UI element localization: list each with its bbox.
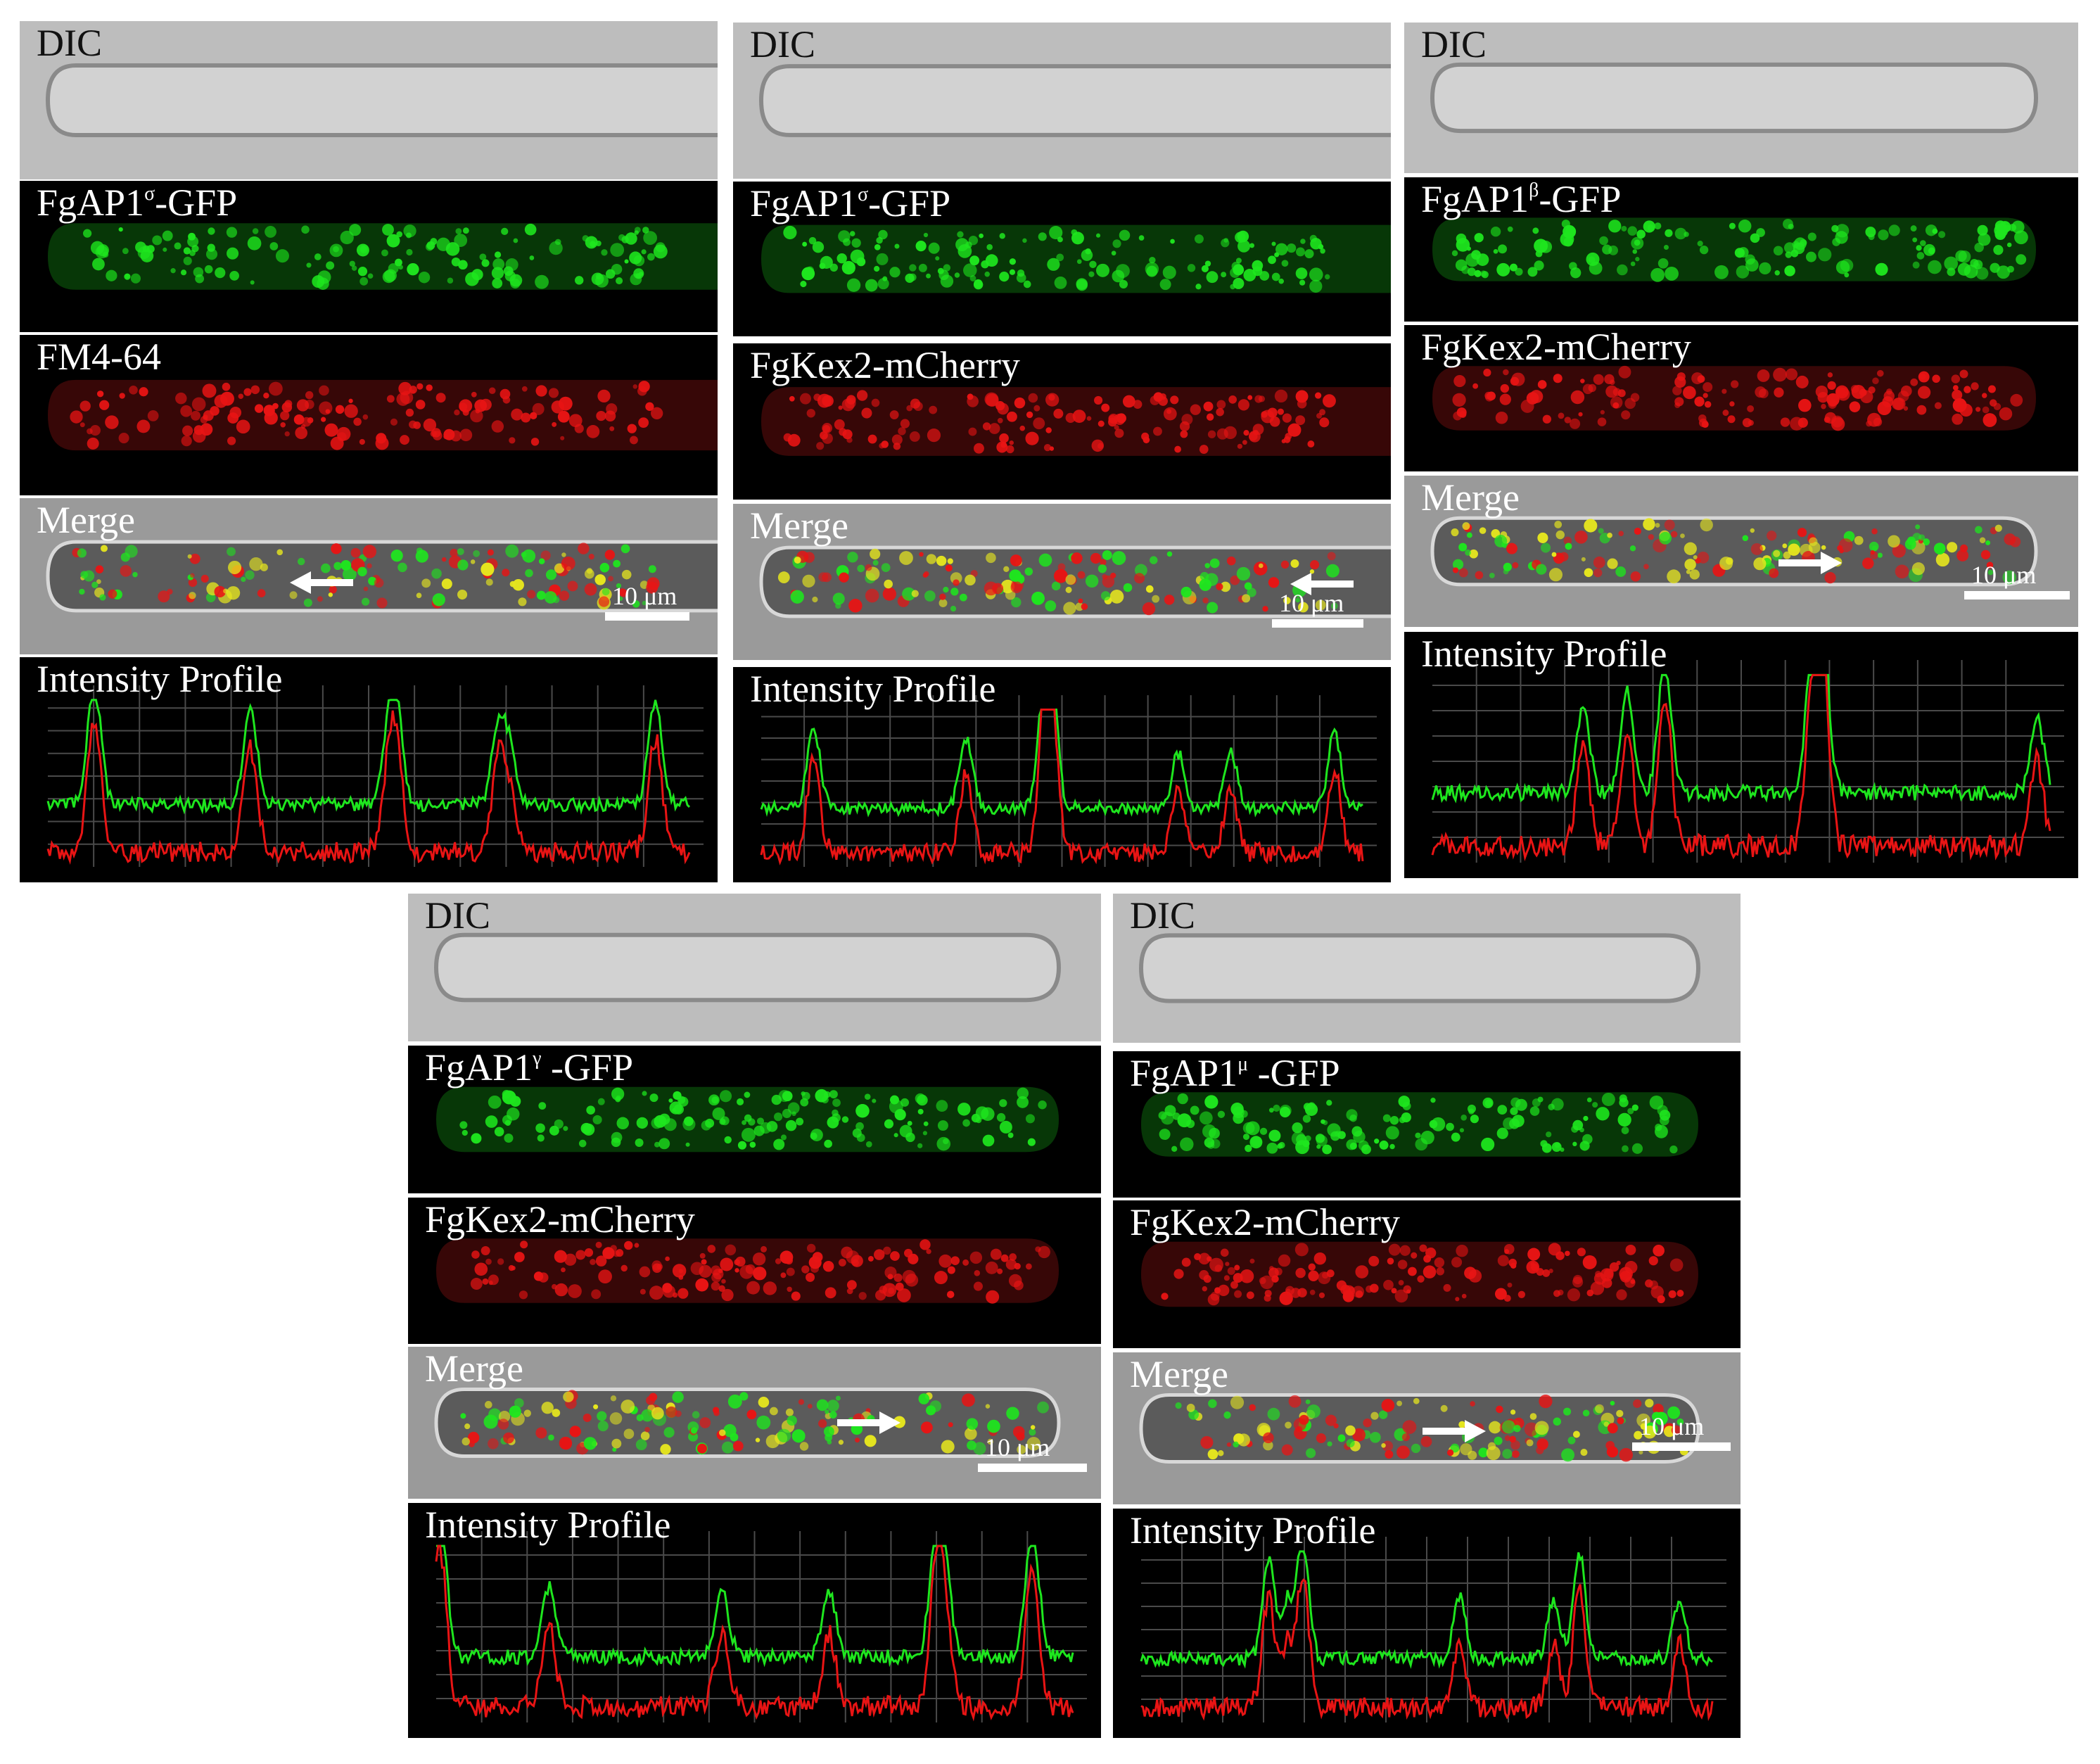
intensity-profile-label: Intensity Profile bbox=[750, 668, 996, 710]
merge-panel: Merge bbox=[20, 498, 718, 654]
gfp-label: FgAP1μ -GFP bbox=[1130, 1054, 1340, 1092]
gfp-panel: FgAP1β-GFP bbox=[1404, 177, 2078, 322]
scale-bar-label: 10 μm bbox=[985, 1433, 1050, 1461]
gfp-panel: FgAP1γ -GFP bbox=[408, 1046, 1101, 1193]
red-panel: FgKex2-mCherry bbox=[733, 343, 1391, 500]
red-intensity-trace bbox=[1431, 673, 2051, 862]
profile-panel: Intensity Profile bbox=[733, 667, 1391, 882]
scale-bar-line bbox=[1632, 1442, 1731, 1451]
gfp-suffix: -GFP bbox=[1248, 1052, 1340, 1094]
gfp-intensity-trace bbox=[46, 699, 691, 816]
red-panel: FM4-64 bbox=[20, 335, 718, 495]
merge-panel: Merge bbox=[733, 504, 1391, 660]
gfp-subunit: σ bbox=[858, 184, 869, 205]
red-panel: FgKex2-mCherry bbox=[408, 1198, 1101, 1344]
hypha-outline bbox=[1430, 62, 2039, 134]
scale-bar-label: 10 μm bbox=[612, 582, 677, 610]
hypha-outline bbox=[758, 64, 1391, 137]
gfp-panel: FgAP1μ -GFP bbox=[1113, 1051, 1741, 1198]
panel-column-3: DIC FgAP1β-GFP FgKex2-mCherry Merge Intensit… bbox=[1404, 0, 2078, 1764]
intensity-profile-label: Intensity Profile bbox=[1130, 1509, 1376, 1552]
hypha-outline bbox=[45, 63, 718, 137]
dic-label: DIC bbox=[1130, 894, 1195, 937]
gfp-label: FgAP1σ-GFP bbox=[750, 184, 950, 222]
dic-panel: DIC bbox=[408, 894, 1101, 1041]
gfp-subunit: β bbox=[1529, 179, 1539, 201]
gfp-suffix: -GFP bbox=[541, 1046, 633, 1089]
scale-bar-label: 10 μm bbox=[1971, 561, 2037, 589]
profile-panel: Intensity Profile bbox=[20, 657, 718, 882]
panel-column-5: DIC FgAP1μ -GFP FgKex2-mCherry Merge Intensi… bbox=[1113, 0, 1741, 1764]
intensity-profile-label: Intensity Profile bbox=[425, 1504, 671, 1546]
gfp-suffix: -GFP bbox=[155, 182, 238, 224]
dic-label: DIC bbox=[37, 22, 102, 64]
gfp-label: FgAP1β-GFP bbox=[1421, 180, 1621, 218]
scale-bar-line bbox=[1964, 591, 2070, 599]
gfp-protein-name: FgAP1 bbox=[37, 182, 145, 224]
scale-bar-line bbox=[1272, 619, 1363, 628]
intensity-profile-label: Intensity Profile bbox=[37, 658, 283, 700]
red-channel-label: FM4-64 bbox=[37, 336, 162, 378]
dic-panel: DIC bbox=[1113, 894, 1741, 1043]
dic-panel: DIC bbox=[20, 21, 718, 179]
gfp-subunit: μ bbox=[1237, 1053, 1249, 1075]
arrow-icon bbox=[837, 1411, 901, 1434]
panel-column-2: DIC FgAP1σ-GFP FgKex2-mCherry Merge Intensit… bbox=[733, 0, 1391, 1764]
merge-panel: Merge bbox=[1404, 476, 2078, 627]
arrow-icon bbox=[1423, 1420, 1486, 1442]
dic-label: DIC bbox=[425, 894, 490, 937]
red-channel-label: FgKex2-mCherry bbox=[750, 344, 1020, 386]
merge-label: Merge bbox=[750, 505, 848, 547]
profile-panel: Intensity Profile bbox=[1113, 1509, 1741, 1738]
panel-column-4: DIC FgAP1γ -GFP FgKex2-mCherry Merge Intensi… bbox=[408, 0, 1101, 1764]
gfp-panel: FgAP1σ-GFP bbox=[20, 181, 718, 332]
profile-panel: Intensity Profile bbox=[408, 1503, 1101, 1738]
merge-label: Merge bbox=[1130, 1353, 1228, 1395]
gfp-protein-name: FgAP1 bbox=[1130, 1052, 1238, 1094]
dic-label: DIC bbox=[750, 23, 815, 65]
red-intensity-trace bbox=[1140, 1578, 1714, 1721]
gfp-intensity-trace bbox=[760, 709, 1363, 818]
arrow-icon bbox=[290, 571, 353, 594]
scale-bar-line bbox=[978, 1464, 1087, 1472]
dic-panel: DIC bbox=[1404, 23, 2078, 173]
gfp-protein-name: FgAP1 bbox=[750, 182, 858, 224]
dic-panel: DIC bbox=[733, 23, 1391, 179]
gfp-suffix: -GFP bbox=[868, 182, 951, 224]
red-panel: FgKex2-mCherry bbox=[1113, 1200, 1741, 1348]
dic-label: DIC bbox=[1421, 23, 1487, 65]
gfp-protein-name: FgAP1 bbox=[1421, 178, 1529, 220]
merge-panel: Merge bbox=[408, 1347, 1101, 1499]
red-channel-label: FgKex2-mCherry bbox=[1421, 326, 1691, 368]
gfp-intensity-trace bbox=[1140, 1550, 1713, 1669]
gfp-suffix: -GFP bbox=[1539, 178, 1622, 220]
gfp-subunit: γ bbox=[533, 1048, 542, 1070]
scale-bar-line bbox=[605, 612, 689, 621]
red-intensity-trace bbox=[46, 710, 691, 865]
hypha-outline bbox=[433, 932, 1062, 1003]
red-channel-label: FgKex2-mCherry bbox=[1130, 1201, 1400, 1243]
gfp-protein-name: FgAP1 bbox=[425, 1046, 533, 1089]
red-panel: FgKex2-mCherry bbox=[1404, 325, 2078, 471]
red-channel-label: FgKex2-mCherry bbox=[425, 1198, 695, 1240]
gfp-label: FgAP1σ-GFP bbox=[37, 184, 237, 222]
merge-label: Merge bbox=[1421, 476, 1520, 519]
merge-label: Merge bbox=[37, 499, 135, 541]
panel-column-1: DIC FgAP1σ-GFP FM4-64 Merge Intensity Profil… bbox=[20, 0, 718, 1764]
profile-panel: Intensity Profile bbox=[1404, 632, 2078, 878]
gfp-intensity-trace bbox=[1431, 673, 2051, 804]
hypha-outline bbox=[1138, 933, 1701, 1003]
gfp-subunit: σ bbox=[144, 183, 155, 205]
red-intensity-trace bbox=[760, 709, 1364, 865]
intensity-profile-label: Intensity Profile bbox=[1421, 633, 1667, 675]
gfp-panel: FgAP1σ-GFP bbox=[733, 182, 1391, 336]
gfp-intensity-trace bbox=[436, 1544, 1074, 1668]
scale-bar-label: 10 μm bbox=[1279, 589, 1344, 617]
arrow-icon bbox=[1290, 573, 1354, 595]
arrow-icon bbox=[1778, 552, 1842, 574]
scale-bar-label: 10 μm bbox=[1639, 1412, 1705, 1440]
merge-label: Merge bbox=[425, 1347, 523, 1390]
gfp-label: FgAP1γ -GFP bbox=[425, 1048, 633, 1086]
red-intensity-trace bbox=[435, 1544, 1074, 1722]
